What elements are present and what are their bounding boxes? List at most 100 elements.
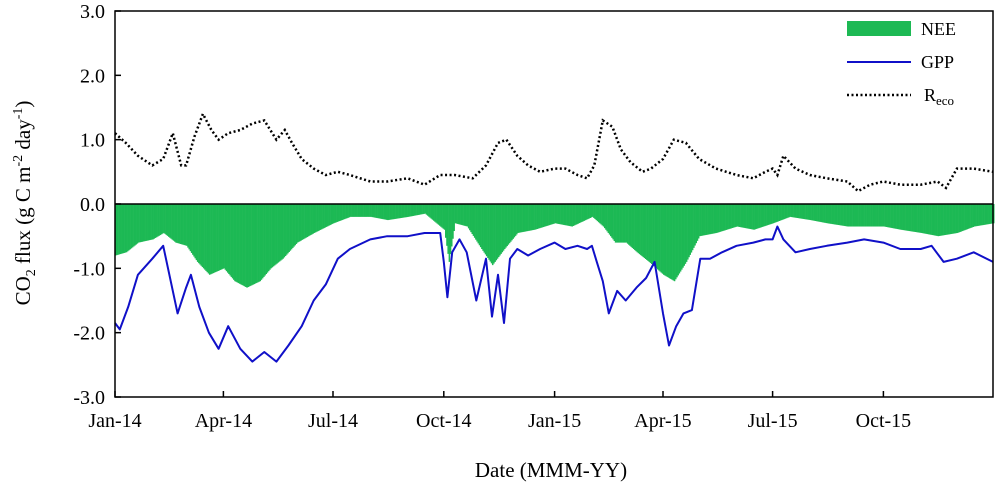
nee-bar	[424, 204, 427, 214]
nee-bar	[919, 204, 922, 233]
nee-bar	[495, 204, 498, 261]
nee-bar	[267, 204, 270, 272]
nee-bar	[866, 204, 869, 227]
nee-bar	[277, 204, 280, 263]
nee-bar	[418, 204, 421, 215]
nee-bar	[189, 204, 192, 252]
nee-bar	[840, 204, 842, 226]
nee-bar	[378, 204, 381, 219]
nee-bar	[299, 204, 301, 242]
y-ticks: -3.0 -2.0 -1.0 0.0 1.0 2.0 3.0	[73, 1, 121, 409]
nee-bar	[529, 204, 531, 231]
nee-bar	[956, 204, 959, 233]
nee-bar	[420, 204, 423, 215]
nee-bar	[248, 204, 251, 287]
nee-bar	[921, 204, 924, 234]
nee-bar	[844, 204, 847, 227]
nee-bar	[342, 204, 345, 220]
nee-bar	[124, 204, 127, 253]
nee-bar	[190, 204, 193, 253]
nee-bar	[759, 204, 761, 228]
nee-bar	[847, 204, 849, 227]
nee-bar	[666, 204, 669, 277]
nee-bar	[484, 204, 487, 255]
nee-bar	[734, 204, 736, 228]
nee-bar	[394, 204, 396, 219]
nee-bar	[900, 204, 902, 230]
nee-bar	[723, 204, 725, 231]
nee-bar	[672, 204, 675, 281]
nee-bar	[434, 204, 436, 222]
nee-bar	[298, 204, 300, 242]
nee-bar	[454, 204, 457, 224]
nee-bar	[974, 204, 977, 227]
nee-bar	[227, 204, 229, 273]
nee-bar	[799, 204, 801, 219]
nee-bar	[589, 204, 592, 218]
nee-bar	[874, 204, 877, 227]
nee-bar	[536, 204, 539, 229]
nee-bar	[510, 204, 512, 242]
nee-bar	[675, 204, 677, 280]
nee-bar	[213, 204, 216, 273]
nee-bar	[828, 204, 830, 224]
nee-bar	[683, 204, 685, 266]
nee-bar	[525, 204, 528, 232]
nee-bar	[725, 204, 728, 230]
nee-bar	[989, 204, 991, 224]
nee-bar	[400, 204, 402, 218]
nee-bar	[941, 204, 943, 236]
nee-bar	[931, 204, 934, 236]
nee-bar	[929, 204, 931, 235]
nee-bar	[546, 204, 548, 226]
nee-bar	[443, 204, 446, 230]
nee-bar	[740, 204, 742, 228]
nee-bar	[255, 204, 258, 283]
nee-bar	[438, 204, 441, 226]
nee-bar	[145, 204, 147, 241]
nee-bar	[312, 204, 315, 234]
nee-bar	[295, 204, 298, 244]
nee-bar	[445, 204, 447, 238]
legend: NEE GPP Reco	[847, 19, 956, 108]
nee-bar	[569, 204, 571, 227]
nee-bar	[334, 204, 336, 223]
nee-bar	[387, 204, 389, 221]
nee-bar	[440, 204, 442, 227]
nee-bar	[346, 204, 348, 219]
nee-bar	[665, 204, 667, 277]
nee-bar	[636, 204, 638, 253]
nee-bar	[407, 204, 410, 217]
y-axis-title: CO2 flux (g C m-2 day-1)	[11, 101, 39, 306]
nee-bar	[643, 204, 646, 259]
nee-bar	[431, 204, 434, 220]
nee-bar	[587, 204, 589, 220]
nee-bar	[785, 204, 788, 219]
nee-bar	[181, 204, 183, 245]
nee-bar	[803, 204, 806, 220]
nee-bar	[684, 204, 687, 264]
nee-bar	[743, 204, 746, 228]
nee-bar	[432, 204, 435, 221]
nee-bar	[477, 204, 480, 244]
nee-bar	[341, 204, 343, 221]
nee-bar	[943, 204, 946, 236]
nee-bar	[968, 204, 971, 229]
nee-bar	[897, 204, 900, 230]
y-tick-label: 2.0	[80, 65, 105, 87]
nee-bar	[411, 204, 413, 217]
nee-bar	[913, 204, 916, 232]
nee-bar	[212, 204, 215, 274]
nee-bar	[953, 204, 955, 234]
nee-bar	[760, 204, 763, 228]
nee-bar	[699, 204, 701, 237]
nee-bar	[563, 204, 565, 225]
nee-bar	[561, 204, 564, 225]
nee-bar	[507, 204, 510, 245]
nee-bar	[524, 204, 526, 232]
nee-bar	[781, 204, 783, 221]
nee-bar	[608, 204, 611, 235]
nee-bar	[911, 204, 913, 232]
nee-bar	[807, 204, 810, 220]
y-tick-label: 1.0	[80, 130, 105, 152]
